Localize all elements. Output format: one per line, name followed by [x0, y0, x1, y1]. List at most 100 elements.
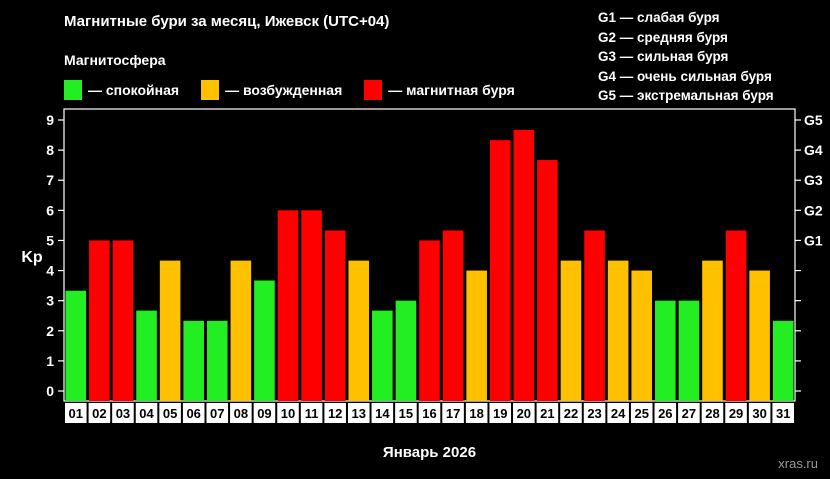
bar-day-10 — [277, 210, 299, 401]
bar-day-28 — [702, 260, 723, 401]
x-label-box — [395, 403, 417, 423]
bar-day-06 — [183, 320, 204, 401]
x-tick-label: 10 — [281, 406, 295, 421]
x-axis-title: Январь 2026 — [383, 444, 476, 461]
y-axis-title: Kp — [21, 249, 43, 266]
bar-day-29 — [725, 230, 747, 401]
x-label-box — [182, 403, 205, 423]
x-label-box — [748, 403, 771, 423]
legend-heading: Магнитосфера — [64, 52, 166, 68]
activity-legend: — спокойная — возбужденная — магнитная б… — [64, 80, 537, 100]
bar-day-04 — [136, 310, 157, 401]
x-label-box — [513, 403, 535, 423]
x-label-box — [253, 403, 276, 423]
bar-day-17 — [442, 230, 464, 401]
bar-day-09 — [254, 280, 275, 401]
bar-day-12 — [324, 230, 346, 401]
storm-scale-legend: G1 — слабая буря G2 — средняя буря G3 — … — [598, 8, 774, 106]
storm-level-tick-label: G1 — [804, 232, 823, 248]
bar-day-25 — [631, 270, 653, 401]
storm-scale-g4: G4 — очень сильная буря — [598, 68, 772, 84]
x-tick-label: 31 — [776, 406, 790, 421]
bar-day-16 — [419, 240, 440, 401]
storm-level-tick-label: G4 — [804, 142, 823, 158]
x-tick-label: 28 — [705, 406, 719, 421]
bar-day-02 — [89, 240, 110, 401]
legend-swatch-active — [201, 80, 220, 100]
storm-scale-g2: G2 — средняя буря — [598, 29, 728, 45]
x-label-box — [159, 403, 181, 423]
bar-day-15 — [395, 300, 417, 401]
x-tick-label: 05 — [163, 406, 177, 421]
bar-day-03 — [112, 240, 134, 401]
x-tick-label: 24 — [611, 406, 626, 421]
x-tick-label: 03 — [116, 406, 130, 421]
bar-day-18 — [466, 270, 487, 401]
x-tick-label: 21 — [540, 406, 554, 421]
chart-title: Магнитные бури за месяц, Ижевск (UTC+04) — [64, 13, 390, 30]
x-label-box — [583, 403, 606, 423]
y-tick-label: 6 — [46, 202, 54, 218]
x-tick-label: 16 — [422, 406, 436, 421]
x-label-box — [725, 403, 747, 423]
storm-level-tick-label: G5 — [804, 112, 823, 128]
x-tick-label: 26 — [658, 406, 672, 421]
y-tick-label: 0 — [46, 383, 54, 399]
x-label-box — [324, 403, 346, 423]
x-tick-label: 02 — [92, 406, 106, 421]
x-label-box — [88, 403, 111, 423]
x-label-box — [135, 403, 158, 423]
x-label-box — [536, 403, 559, 423]
x-label-box — [418, 403, 441, 423]
x-label-box — [560, 403, 582, 423]
x-tick-label: 23 — [587, 406, 601, 421]
bar-day-30 — [749, 270, 770, 401]
x-label-box — [465, 403, 488, 423]
x-tick-label: 20 — [517, 406, 531, 421]
bar-day-20 — [513, 129, 535, 402]
legend-label-active: — возбужденная — [225, 82, 343, 98]
x-label-box — [65, 403, 87, 423]
x-tick-label: 27 — [682, 406, 696, 421]
storm-scale-g5: G5 — экстремальная буря — [598, 88, 774, 104]
x-tick-label: 13 — [352, 406, 366, 421]
bar-day-31 — [772, 320, 794, 401]
x-label-box — [630, 403, 653, 423]
y-tick-label: 9 — [46, 112, 54, 128]
bar-day-13 — [348, 260, 370, 401]
x-tick-label: 08 — [234, 406, 248, 421]
watermark: xras.ru — [778, 456, 818, 471]
x-label-box — [300, 403, 323, 423]
x-label-box — [112, 403, 134, 423]
storm-level-tick-label: G2 — [804, 202, 823, 218]
x-tick-label: 11 — [305, 406, 319, 421]
x-label-box — [701, 403, 724, 423]
x-label-box — [347, 403, 370, 423]
x-label-box — [277, 403, 299, 423]
bar-day-21 — [537, 160, 558, 401]
x-tick-label: 22 — [564, 406, 578, 421]
x-tick-label: 19 — [493, 406, 507, 421]
bar-day-22 — [560, 260, 582, 401]
bar-day-14 — [372, 310, 393, 401]
bar-day-11 — [301, 210, 322, 401]
legend-swatch-storm — [364, 80, 383, 100]
x-label-box — [772, 403, 794, 423]
y-tick-label: 8 — [46, 142, 54, 158]
legend-label-quiet: — спокойная — [88, 82, 180, 98]
y-tick-label: 3 — [46, 293, 54, 309]
legend-item-storm: — магнитная буря — [364, 80, 515, 100]
y-tick-label: 4 — [46, 263, 54, 279]
bar-day-01 — [65, 290, 87, 401]
legend-label-storm: — магнитная буря — [388, 82, 515, 98]
x-tick-label: 29 — [729, 406, 743, 421]
x-tick-label: 30 — [752, 406, 766, 421]
x-tick-label: 01 — [69, 406, 83, 421]
legend-item-quiet: — спокойная — [64, 80, 179, 100]
x-tick-label: 12 — [328, 406, 342, 421]
x-tick-label: 15 — [399, 406, 413, 421]
x-tick-label: 14 — [375, 406, 390, 421]
bar-day-26 — [655, 300, 676, 401]
y-tick-label: 7 — [46, 172, 54, 188]
